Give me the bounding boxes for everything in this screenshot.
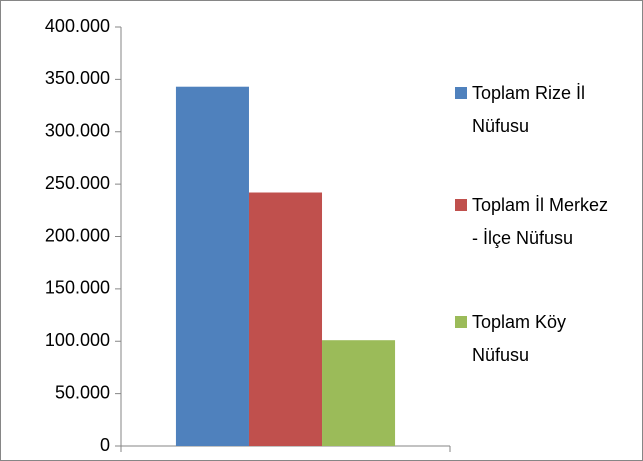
y-tick-label: 350.000 — [45, 68, 110, 88]
legend-swatch — [455, 87, 467, 99]
legend-swatch — [455, 316, 467, 328]
y-tick-label: 150.000 — [45, 278, 110, 298]
legend-swatch — [455, 199, 467, 211]
legend-label: Toplam İl Merkez - İlçe Nüfusu — [472, 195, 609, 248]
y-tick-label: 400.000 — [45, 16, 110, 36]
legend-item: Toplam Köy Nüfusu — [455, 306, 612, 372]
bar — [322, 340, 396, 446]
legend-label: Toplam Rize İl Nüfusu — [472, 83, 586, 136]
y-tick-label: 200.000 — [45, 225, 110, 245]
legend-item: Toplam İl Merkez - İlçe Nüfusu — [455, 189, 612, 255]
legend-item: Toplam Rize İl Nüfusu — [455, 77, 612, 143]
bar — [248, 192, 323, 446]
legend-label: Toplam Köy Nüfusu — [472, 312, 567, 365]
y-tick-label: 250.000 — [45, 173, 110, 193]
y-tick-label: 50.000 — [55, 382, 110, 402]
y-tick-label: 0 — [100, 435, 110, 455]
y-tick-label: 300.000 — [45, 121, 110, 141]
y-tick-label: 100.000 — [45, 330, 110, 350]
bar — [175, 86, 249, 447]
